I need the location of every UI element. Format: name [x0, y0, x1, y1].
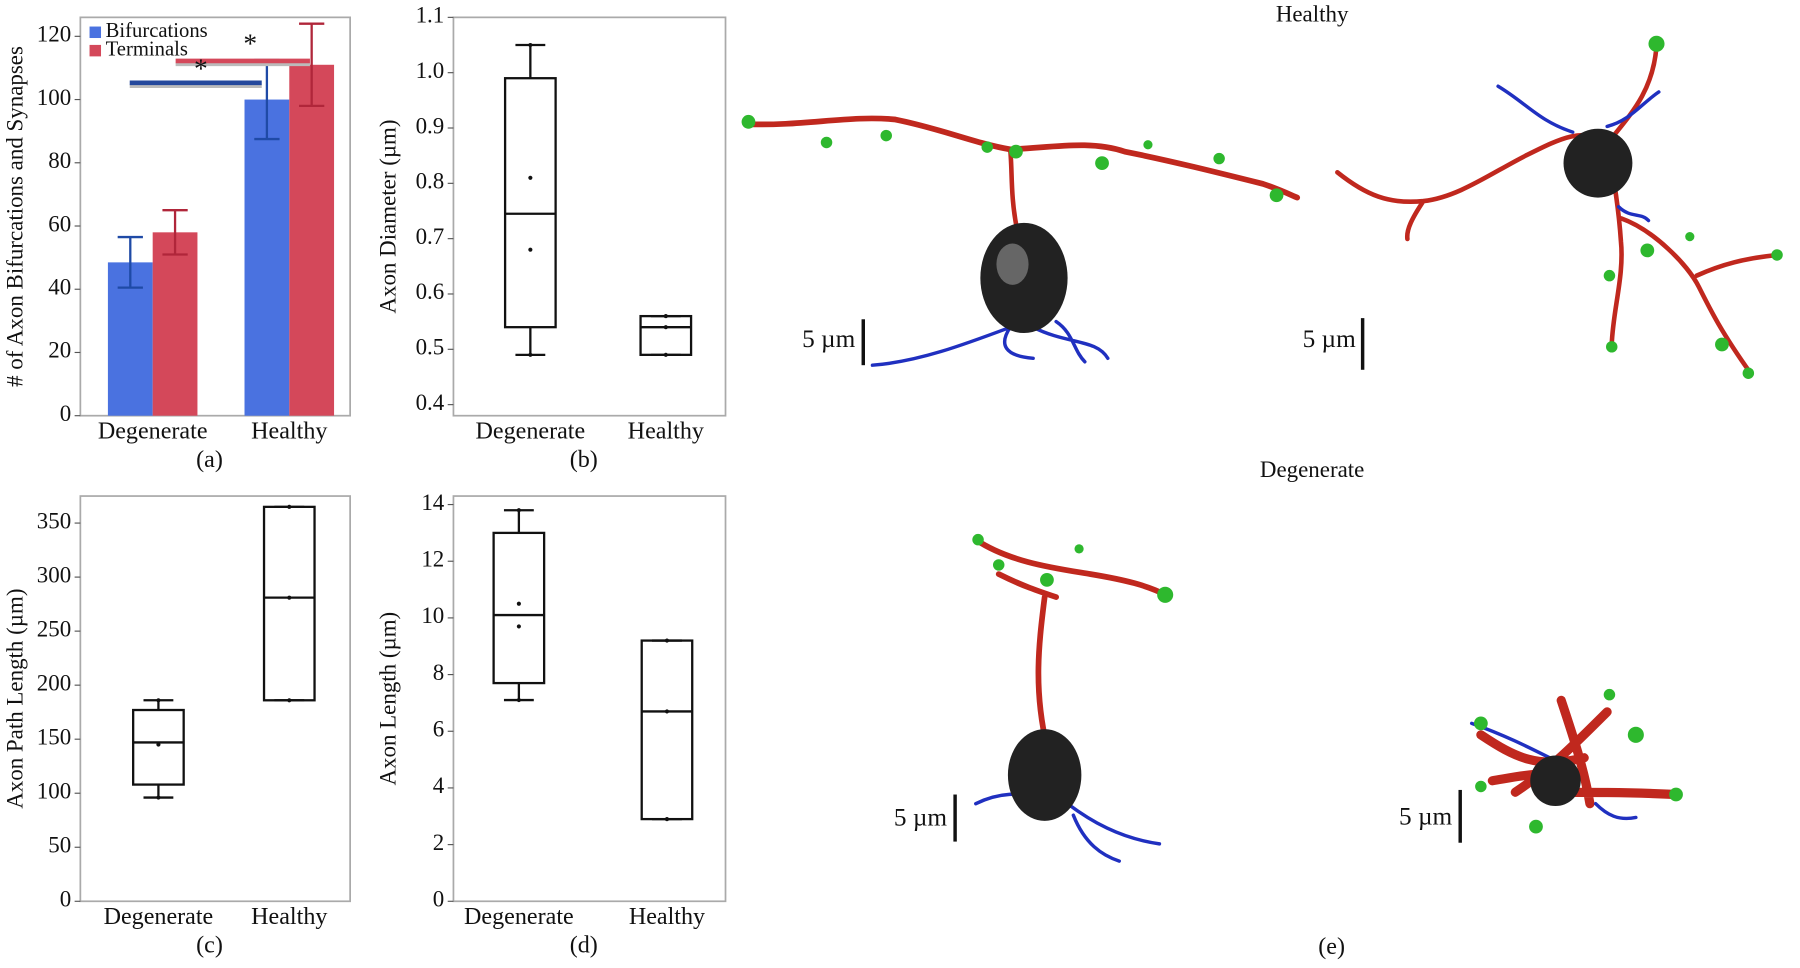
- data-point: [663, 314, 668, 319]
- data-point: [528, 42, 533, 48]
- x-tick-label: Degenerate: [464, 904, 574, 930]
- scale-bar-label: 5 µm: [1303, 325, 1356, 353]
- data-point: [516, 698, 521, 703]
- y-tick-label: 40: [48, 275, 71, 300]
- box: [492, 531, 546, 685]
- box: [640, 639, 694, 821]
- y-tick-label: 6: [433, 717, 444, 742]
- data-point: [663, 352, 668, 357]
- y-tick-label: 1.1: [416, 3, 445, 28]
- panel-label: (b): [570, 447, 598, 473]
- data-point: [156, 698, 161, 703]
- y-tick-label: 20: [48, 338, 71, 363]
- x-tick-label: Healthy: [629, 904, 705, 930]
- legend-label: Bifurcations: [106, 20, 208, 42]
- x-tick-label: Degenerate: [104, 904, 214, 930]
- data-point: [528, 352, 533, 357]
- x-tick-label: Healthy: [251, 418, 327, 444]
- box: [639, 314, 693, 356]
- panel-label: (a): [196, 447, 223, 473]
- data-point: [528, 247, 533, 252]
- y-tick-label: 1.0: [416, 58, 445, 83]
- data-point: [287, 698, 292, 703]
- box: [132, 708, 185, 786]
- y-tick-label: 2: [433, 830, 444, 855]
- y-tick-label: 0.6: [416, 279, 445, 304]
- y-tick-label: 0.4: [416, 390, 445, 415]
- plot-frame: [452, 495, 727, 903]
- y-tick-label: 200: [37, 670, 71, 695]
- legend-swatch: [89, 26, 102, 39]
- y-tick-label: 12: [421, 546, 444, 571]
- y-tick-label: 80: [48, 148, 71, 173]
- error-bar: [117, 235, 143, 289]
- x-tick-label: Degenerate: [476, 418, 586, 444]
- y-tick-label: 120: [37, 22, 71, 47]
- y-axis-label: Axon Diameter (µm): [376, 119, 401, 313]
- y-tick-label: 0.5: [416, 335, 445, 360]
- y-tick-label: 100: [37, 778, 71, 803]
- y-tick-label: 100: [37, 85, 71, 110]
- y-tick-label: 4: [433, 773, 445, 798]
- y-tick-label: 50: [48, 833, 71, 858]
- row-title: Healthy: [1276, 1, 1349, 26]
- box: [503, 77, 557, 329]
- y-tick-label: 0: [60, 401, 71, 426]
- bar: [289, 64, 335, 416]
- y-tick-label: 0.9: [416, 113, 445, 138]
- y-tick-label: 300: [37, 562, 71, 587]
- error-bar: [299, 22, 325, 108]
- y-tick-label: 60: [48, 211, 71, 236]
- x-tick-label: Healthy: [628, 418, 704, 444]
- legend-swatch: [89, 44, 102, 57]
- y-tick-label: 14: [421, 490, 444, 515]
- scale-bar-label: 5 µm: [1399, 802, 1452, 830]
- significance-star: *: [194, 53, 208, 84]
- scale-bar-lines: [861, 318, 1462, 843]
- panel-label: (e): [1318, 934, 1345, 960]
- significance-star: *: [243, 27, 257, 58]
- data-point: [516, 508, 521, 513]
- data-point: [516, 601, 521, 606]
- y-tick-label: 8: [433, 660, 444, 685]
- y-tick-label: 10: [421, 603, 444, 628]
- plot-frame: [79, 16, 351, 417]
- y-axis-label: # of Axon Bifurcations and Synapses: [2, 46, 27, 387]
- data-point: [516, 624, 521, 629]
- y-axis-label: Axon Length (µm): [376, 612, 401, 786]
- y-tick-label: 250: [37, 616, 71, 641]
- box: [262, 505, 316, 702]
- bar: [152, 232, 198, 416]
- plot-frame: [452, 16, 727, 417]
- neuron-renderings: [741, 35, 1783, 863]
- data-point: [663, 325, 668, 330]
- y-tick-label: 150: [37, 724, 71, 749]
- plot-frame: [79, 495, 351, 903]
- data-point: [156, 795, 161, 800]
- data-point: [664, 709, 670, 714]
- y-tick-label: 0.7: [416, 224, 445, 249]
- panel-label: (c): [196, 933, 223, 959]
- x-tick-label: Degenerate: [98, 418, 208, 444]
- y-tick-label: 0.8: [416, 169, 445, 194]
- y-axis-label: Axon Path Length (µm): [2, 589, 27, 809]
- x-tick-label: Healthy: [251, 904, 327, 930]
- data-point: [664, 817, 670, 822]
- data-point: [287, 504, 292, 509]
- data-point: [528, 175, 533, 180]
- y-tick-label: 0: [433, 887, 444, 912]
- y-tick-label: 350: [37, 508, 71, 533]
- panel-label: (d): [570, 933, 598, 959]
- data-point: [156, 742, 161, 747]
- scale-bar-label: 5 µm: [894, 804, 947, 832]
- legend-label: Terminals: [106, 38, 188, 60]
- scale-bar-label: 5 µm: [802, 325, 855, 353]
- error-bar: [162, 209, 188, 256]
- data-point: [287, 595, 292, 600]
- row-title: Degenerate: [1260, 457, 1364, 482]
- bar: [244, 99, 290, 416]
- data-point: [664, 638, 670, 643]
- y-tick-label: 0: [60, 887, 71, 912]
